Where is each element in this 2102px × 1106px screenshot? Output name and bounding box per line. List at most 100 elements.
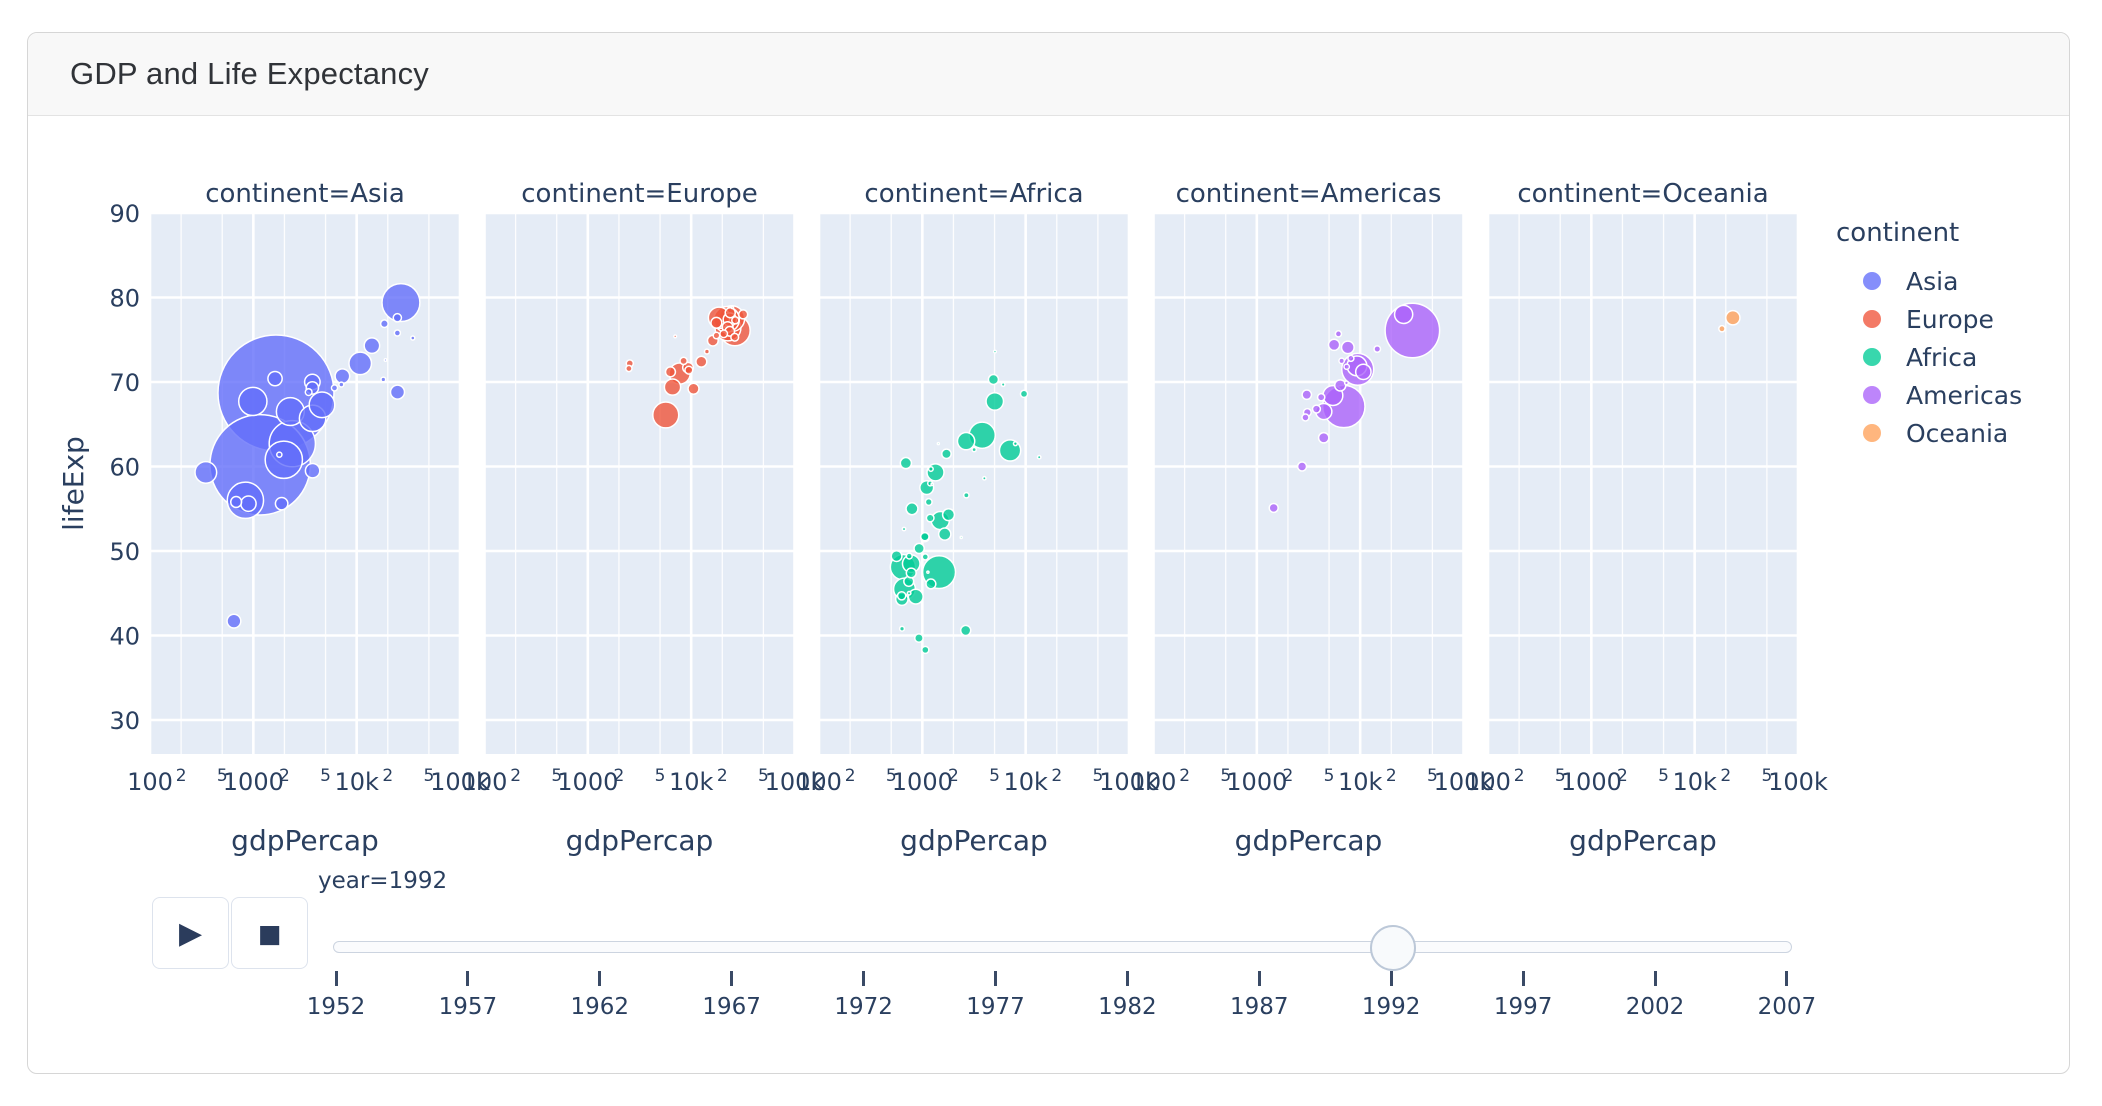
bubble-cuba [1327,338,1341,352]
y-tick-label: 70 [109,369,140,397]
stop-icon: ■ [257,918,282,948]
x-tick-label-minor: 2 [845,766,856,786]
bubble-iceland [730,305,735,310]
bubble-reunion [992,349,998,354]
bubble-croatia [679,356,688,366]
x-axis-title: gdpPercap [231,824,379,857]
slider-tick [994,971,997,986]
bubble-paraguay [1316,392,1326,402]
bubble-el-salvador [1311,404,1322,414]
facet-plot-area[interactable] [484,213,795,754]
bubble-central-african-republic [905,552,913,560]
facet-plot-area[interactable] [1153,213,1464,754]
bubble-sierra-leone [921,645,930,655]
slider-tick-label-1982[interactable]: 1982 [1098,994,1157,1020]
x-tick-label: 100 [127,768,173,796]
bubble-malaysia [334,368,351,385]
year-slider-handle[interactable] [1370,925,1417,971]
bubble-new-zealand [1718,324,1726,333]
bubble-tunisia [987,373,1000,386]
x-tick-label-minor: 2 [717,766,728,786]
bubble-burundi [896,590,907,601]
x-tick-label: 100k [430,768,490,796]
bubble-namibia [971,446,977,453]
legend-item-asia[interactable]: Asia [1836,262,2066,300]
bubble-west-bank-and-gaza [338,381,345,388]
bubble-mauritius [1000,382,1006,388]
legend-item-europe[interactable]: Europe [1836,300,2066,338]
bubble-greece [710,316,723,330]
slider-tick-label-1987[interactable]: 1987 [1230,994,1289,1020]
bubble-somalia [913,633,924,643]
bubble-morocco [956,431,976,451]
legend-item-oceania[interactable]: Oceania [1836,414,2066,452]
bubble-jamaica [1343,363,1351,371]
slider-tick-label-1977[interactable]: 1977 [966,994,1025,1020]
x-tick-label-minor: 5 [1427,766,1438,786]
bubble-czech-republic [695,355,708,368]
bubble-slovakia [684,365,694,375]
facet-title: continent=Americas [1176,179,1442,209]
bubble-libya [1019,389,1029,399]
legend-item-americas[interactable]: Americas [1836,376,2066,414]
bubble-south-korea [348,351,373,376]
bubble-kuwait [410,335,416,341]
slider-tick-label-2007[interactable]: 2007 [1757,994,1817,1020]
x-tick-label: 1000 [1226,768,1287,796]
bubble-niger [905,567,917,579]
x-tick-label-minor: 5 [989,766,1000,786]
bubble-zimbabwe [899,456,913,470]
stop-button[interactable]: ■ [231,897,308,969]
facet-title: continent=Africa [864,179,1083,209]
bubble-iraq [304,462,321,479]
bubble-lesotho [927,466,934,473]
legend-marker-icon [1863,348,1881,366]
slider-tick-label-1992[interactable]: 1992 [1361,994,1421,1020]
x-tick-label-minor: 2 [176,766,187,786]
y-tick-label: 60 [109,454,140,482]
bubble-afghanistan [226,613,242,629]
x-tick-label-minor: 2 [510,766,521,786]
x-tick-label: 100k [1434,768,1494,796]
slider-tick-label-1957[interactable]: 1957 [438,994,498,1020]
bubble-montenegro [673,334,678,339]
x-tick-label-minor: 5 [655,766,666,786]
bubble-togo [924,497,933,507]
legend-title: continent [1836,218,1960,248]
slider-tick-label-1952[interactable]: 1952 [306,994,366,1020]
y-tick-label: 50 [109,538,140,566]
slider-tick-label-1972[interactable]: 1972 [834,994,893,1020]
slider-tick-label-1997[interactable]: 1997 [1493,994,1553,1020]
x-tick-label: 100k [765,768,825,796]
bubble-swaziland [981,475,987,481]
year-slider-track[interactable] [333,941,1792,953]
slider-tick-label-2002[interactable]: 2002 [1625,994,1685,1020]
bubble-finland [719,329,729,339]
slider-tick-label-1962[interactable]: 1962 [570,994,630,1020]
x-tick-label-minor: 5 [758,766,769,786]
bubble-singapore [393,329,402,337]
facet-plot-area[interactable] [819,213,1129,754]
bubble-zambia [925,578,937,590]
x-tick-label-minor: 5 [1761,766,1772,786]
x-tick-label-minor: 5 [320,766,331,786]
slider-tick-label-1967[interactable]: 1967 [702,994,761,1020]
bubble-denmark [730,332,740,342]
facet-plot-area[interactable] [1488,213,1798,754]
play-button[interactable]: ▶ [152,897,229,969]
card-header: GDP and Life Expectancy [28,33,2069,116]
bubble-uruguay [1347,354,1355,363]
frame-label: year=1992 [318,868,448,894]
legend-item-africa[interactable]: Africa [1836,338,2066,376]
bubble-madagascar [905,502,919,516]
x-tick-label-minor: 2 [382,766,393,786]
bubble-bolivia [1296,461,1308,472]
x-tick-label-minor: 5 [1092,766,1103,786]
bubble-venezuela [1354,363,1372,381]
legend-item-label: Europe [1906,304,1994,334]
bubble-benin [925,513,935,523]
bubble-nicaragua [1301,413,1310,422]
x-axis-title: gdpPercap [1235,824,1383,857]
slider-tick [1389,971,1393,986]
bubble-myanmar [194,460,218,484]
